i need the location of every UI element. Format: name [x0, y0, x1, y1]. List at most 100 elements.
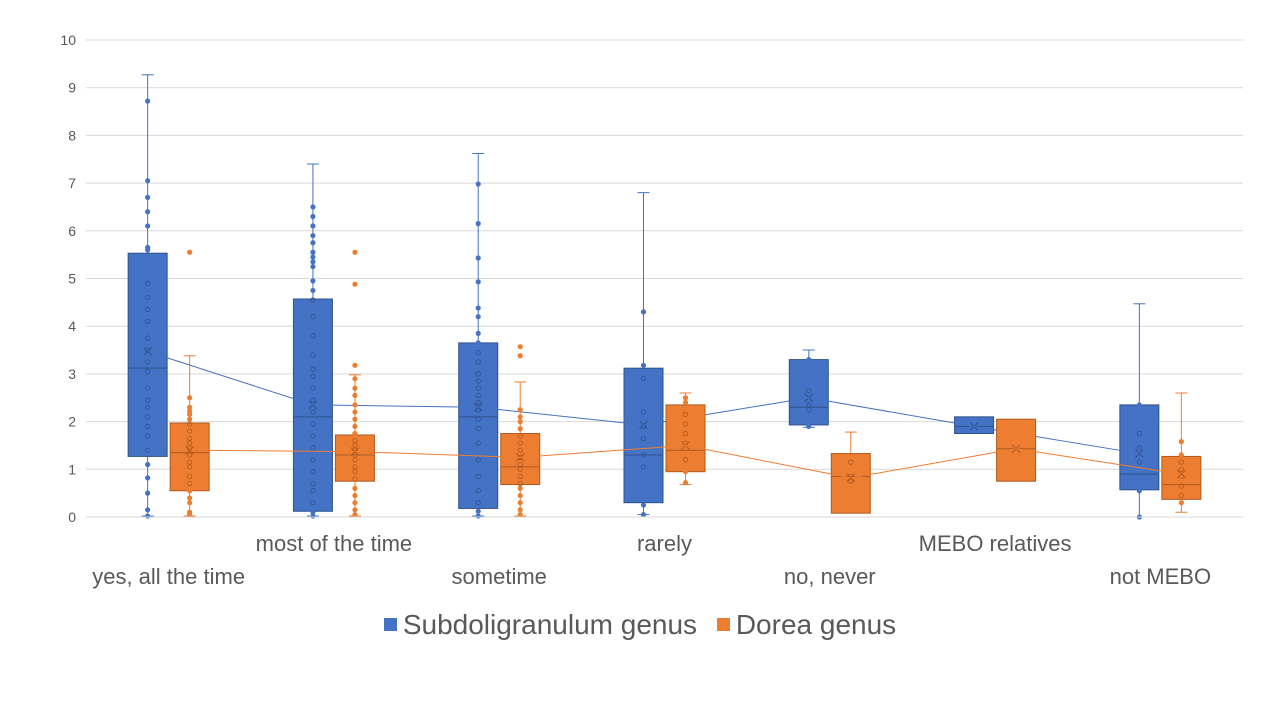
data-point — [310, 240, 316, 246]
data-point — [640, 512, 647, 518]
data-point — [145, 490, 151, 496]
data-point — [1136, 430, 1142, 437]
data-point — [145, 414, 151, 420]
data-point — [682, 411, 689, 418]
x-category-label: yes, all the time — [92, 564, 245, 589]
data-point — [352, 385, 358, 391]
data-point — [310, 509, 316, 515]
data-point — [145, 318, 151, 325]
data-point — [187, 395, 193, 401]
data-point — [310, 469, 316, 475]
data-point — [682, 395, 689, 401]
x-category-label: rarely — [637, 531, 692, 556]
data-point — [310, 481, 316, 487]
data-point — [187, 452, 193, 458]
data-point — [475, 349, 481, 356]
data-point — [682, 421, 689, 427]
data-point — [145, 513, 151, 519]
data-point — [187, 500, 193, 506]
legend-swatch-subdoligranulum — [383, 618, 397, 631]
data-point — [517, 344, 523, 350]
data-point — [145, 447, 151, 453]
data-point — [475, 508, 481, 514]
y-tick-label: 0 — [68, 509, 76, 525]
data-point — [352, 430, 358, 437]
data-point — [352, 423, 358, 429]
data-point — [1136, 402, 1142, 408]
legend-label-dorea: Dorea genus — [735, 608, 897, 640]
data-point — [310, 500, 316, 506]
data-point — [517, 440, 523, 446]
data-point — [352, 409, 358, 415]
box — [500, 433, 541, 486]
data-point — [145, 306, 151, 313]
data-point — [310, 223, 316, 229]
data-point — [475, 181, 481, 187]
data-point — [517, 481, 523, 487]
data-point — [475, 371, 481, 377]
data-point — [475, 513, 481, 519]
y-tick-label: 7 — [68, 175, 76, 191]
data-point — [1178, 466, 1184, 472]
data-point — [1178, 492, 1184, 499]
data-point — [310, 297, 316, 303]
data-point — [310, 278, 316, 284]
data-point — [517, 407, 523, 413]
data-point — [310, 421, 316, 427]
data-point — [310, 263, 316, 270]
data-point — [517, 507, 523, 513]
data-point — [848, 459, 854, 465]
data-point — [310, 373, 316, 379]
data-point — [517, 426, 523, 432]
data-point — [517, 414, 523, 420]
x-category-label: no, never — [784, 564, 876, 589]
data-point — [145, 397, 151, 403]
data-point — [145, 280, 151, 286]
data-point — [682, 457, 689, 463]
data-point — [475, 330, 481, 336]
data-point — [145, 359, 151, 365]
data-point — [475, 426, 481, 432]
data-point — [310, 397, 316, 403]
data-point — [640, 362, 647, 368]
data-point — [310, 249, 316, 255]
data-point — [517, 447, 523, 453]
data-point — [640, 502, 647, 508]
data-point — [145, 294, 151, 301]
mean-marker — [1177, 469, 1186, 479]
data-point — [517, 485, 523, 491]
data-point — [517, 461, 523, 468]
data-point — [1178, 500, 1184, 506]
data-point — [640, 452, 647, 458]
data-point — [187, 416, 193, 422]
data-point — [352, 476, 358, 482]
data-point — [145, 433, 151, 439]
data-point — [1136, 488, 1142, 494]
data-point — [640, 464, 647, 470]
data-point — [475, 314, 481, 320]
data-point — [475, 255, 481, 261]
data-point — [310, 333, 316, 339]
data-point — [187, 428, 193, 434]
data-point — [310, 204, 316, 210]
data-point — [145, 404, 151, 410]
box — [665, 404, 706, 473]
data-point — [682, 469, 689, 475]
data-point — [640, 435, 647, 441]
y-tick-label: 2 — [68, 414, 76, 430]
data-point — [806, 423, 812, 429]
data-point — [145, 461, 151, 468]
data-point — [475, 221, 481, 227]
data-point — [352, 500, 358, 506]
y-tick-label: 3 — [68, 366, 76, 382]
data-point — [848, 473, 854, 480]
box — [954, 416, 995, 435]
data-point — [187, 404, 193, 410]
data-point — [187, 481, 193, 487]
x-category-label: MEBO relatives — [919, 531, 1072, 556]
y-tick-label: 5 — [68, 271, 76, 287]
data-point — [352, 464, 358, 470]
data-point — [310, 433, 316, 439]
data-point — [475, 385, 481, 391]
data-point — [682, 430, 689, 437]
